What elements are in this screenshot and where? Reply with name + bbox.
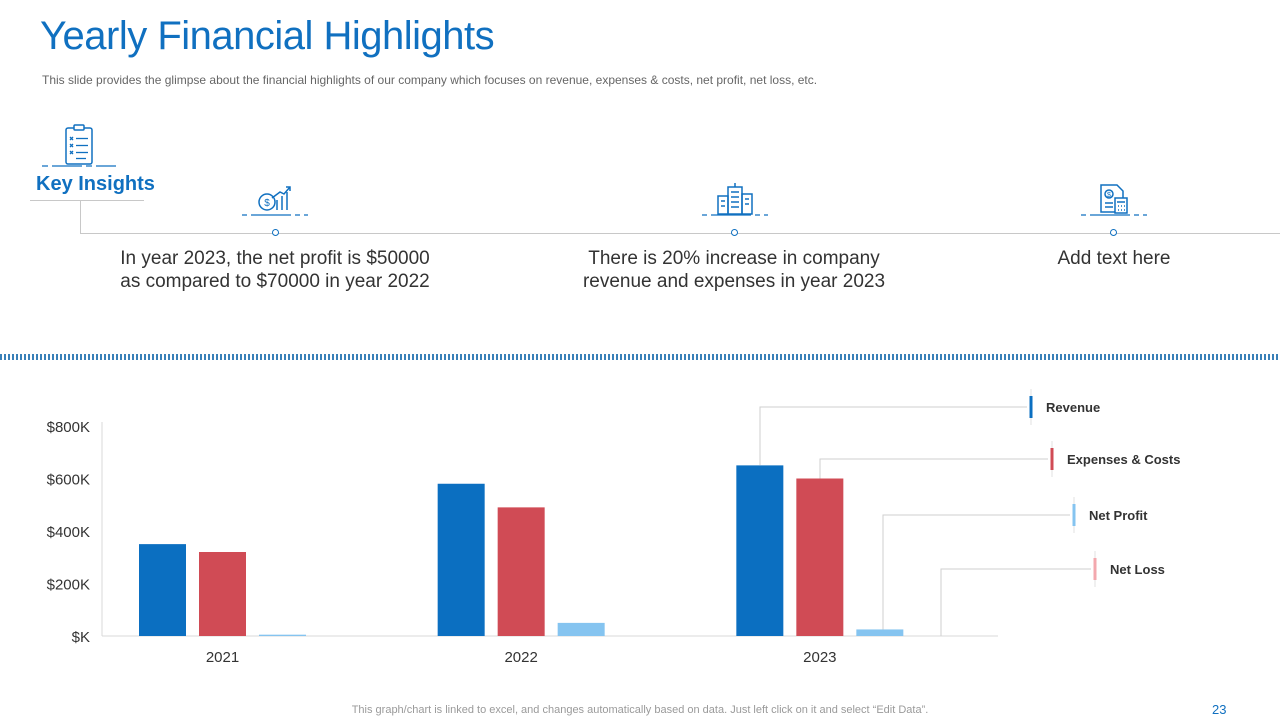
x-tick-label: 2023	[803, 649, 836, 666]
bar-net-profit-2023	[856, 629, 904, 636]
bar-net-profit-2021	[259, 634, 306, 636]
legend-leader-line	[882, 514, 1070, 630]
y-tick-label: $400K	[47, 524, 90, 541]
bar-revenue-2023	[736, 465, 784, 636]
footer-note: This graph/chart is linked to excel, and…	[351, 704, 929, 716]
y-tick-label: $600K	[47, 472, 90, 489]
financial-bar-chart: $K $200K $400K $600K $800K 2021 2022 2023 Reven…	[47, 389, 1180, 666]
legend-label: Net Loss	[1110, 562, 1165, 577]
section-divider	[0, 354, 1280, 360]
bar-net-profit-2022	[557, 622, 605, 636]
money-growth-chart-icon: $	[242, 186, 308, 216]
insight-line: In year 2023, the net profit is $50000	[120, 248, 430, 269]
legend-swatch	[1072, 504, 1076, 526]
timeline-marker-3	[1110, 229, 1117, 236]
svg-text:$: $	[1107, 192, 1111, 199]
x-tick-label: 2022	[504, 649, 537, 666]
legend-label: Net Profit	[1089, 508, 1148, 523]
legend-leader-line	[819, 458, 1048, 479]
legend-swatch	[1029, 396, 1033, 418]
invoice-calculator-icon: $	[1081, 184, 1147, 216]
bar-expenses-costs-2023	[796, 478, 844, 636]
legend-swatch	[1050, 448, 1054, 470]
legend-leader-line	[759, 406, 1027, 466]
timeline-marker-1	[272, 229, 279, 236]
key-insights-underline	[30, 200, 144, 201]
timeline-line	[80, 233, 1280, 234]
legend-label: Expenses & Costs	[1067, 452, 1180, 467]
insight-text-3: Add text here	[924, 247, 1280, 270]
legend-swatch	[1093, 558, 1097, 580]
insight-line: as compared to $70000 in year 2022	[120, 271, 430, 292]
office-building-icon	[702, 183, 768, 216]
page-number: 23	[1212, 702, 1227, 717]
key-insights-heading: Key Insights	[36, 173, 155, 195]
insight-text-2: There is 20% increase in company revenue…	[544, 247, 924, 293]
checklist-clipboard-icon	[42, 124, 116, 167]
bar-revenue-2021	[139, 544, 186, 636]
y-tick-label: $200K	[47, 577, 90, 594]
timeline-marker-2	[731, 229, 738, 236]
timeline-connector	[80, 201, 81, 234]
bar-expenses-costs-2022	[497, 507, 545, 636]
page-title: Yearly Financial Highlights	[40, 14, 495, 58]
bar-expenses-costs-2021	[199, 552, 246, 636]
page-subtitle: This slide provides the glimpse about th…	[42, 73, 818, 87]
insight-line: Add text here	[1057, 248, 1171, 269]
bar-revenue-2022	[437, 483, 485, 636]
insight-line: revenue and expenses in year 2023	[582, 271, 886, 292]
x-tick-label: 2021	[206, 649, 239, 666]
insight-line: There is 20% increase in company	[588, 248, 880, 269]
y-tick-label: $K	[72, 629, 90, 646]
legend-label: Revenue	[1046, 400, 1100, 415]
svg-text:$: $	[264, 198, 270, 209]
y-tick-label: $800K	[47, 419, 90, 436]
legend-leader-line	[940, 568, 1091, 636]
insight-text-1: In year 2023, the net profit is $50000 a…	[85, 247, 465, 293]
